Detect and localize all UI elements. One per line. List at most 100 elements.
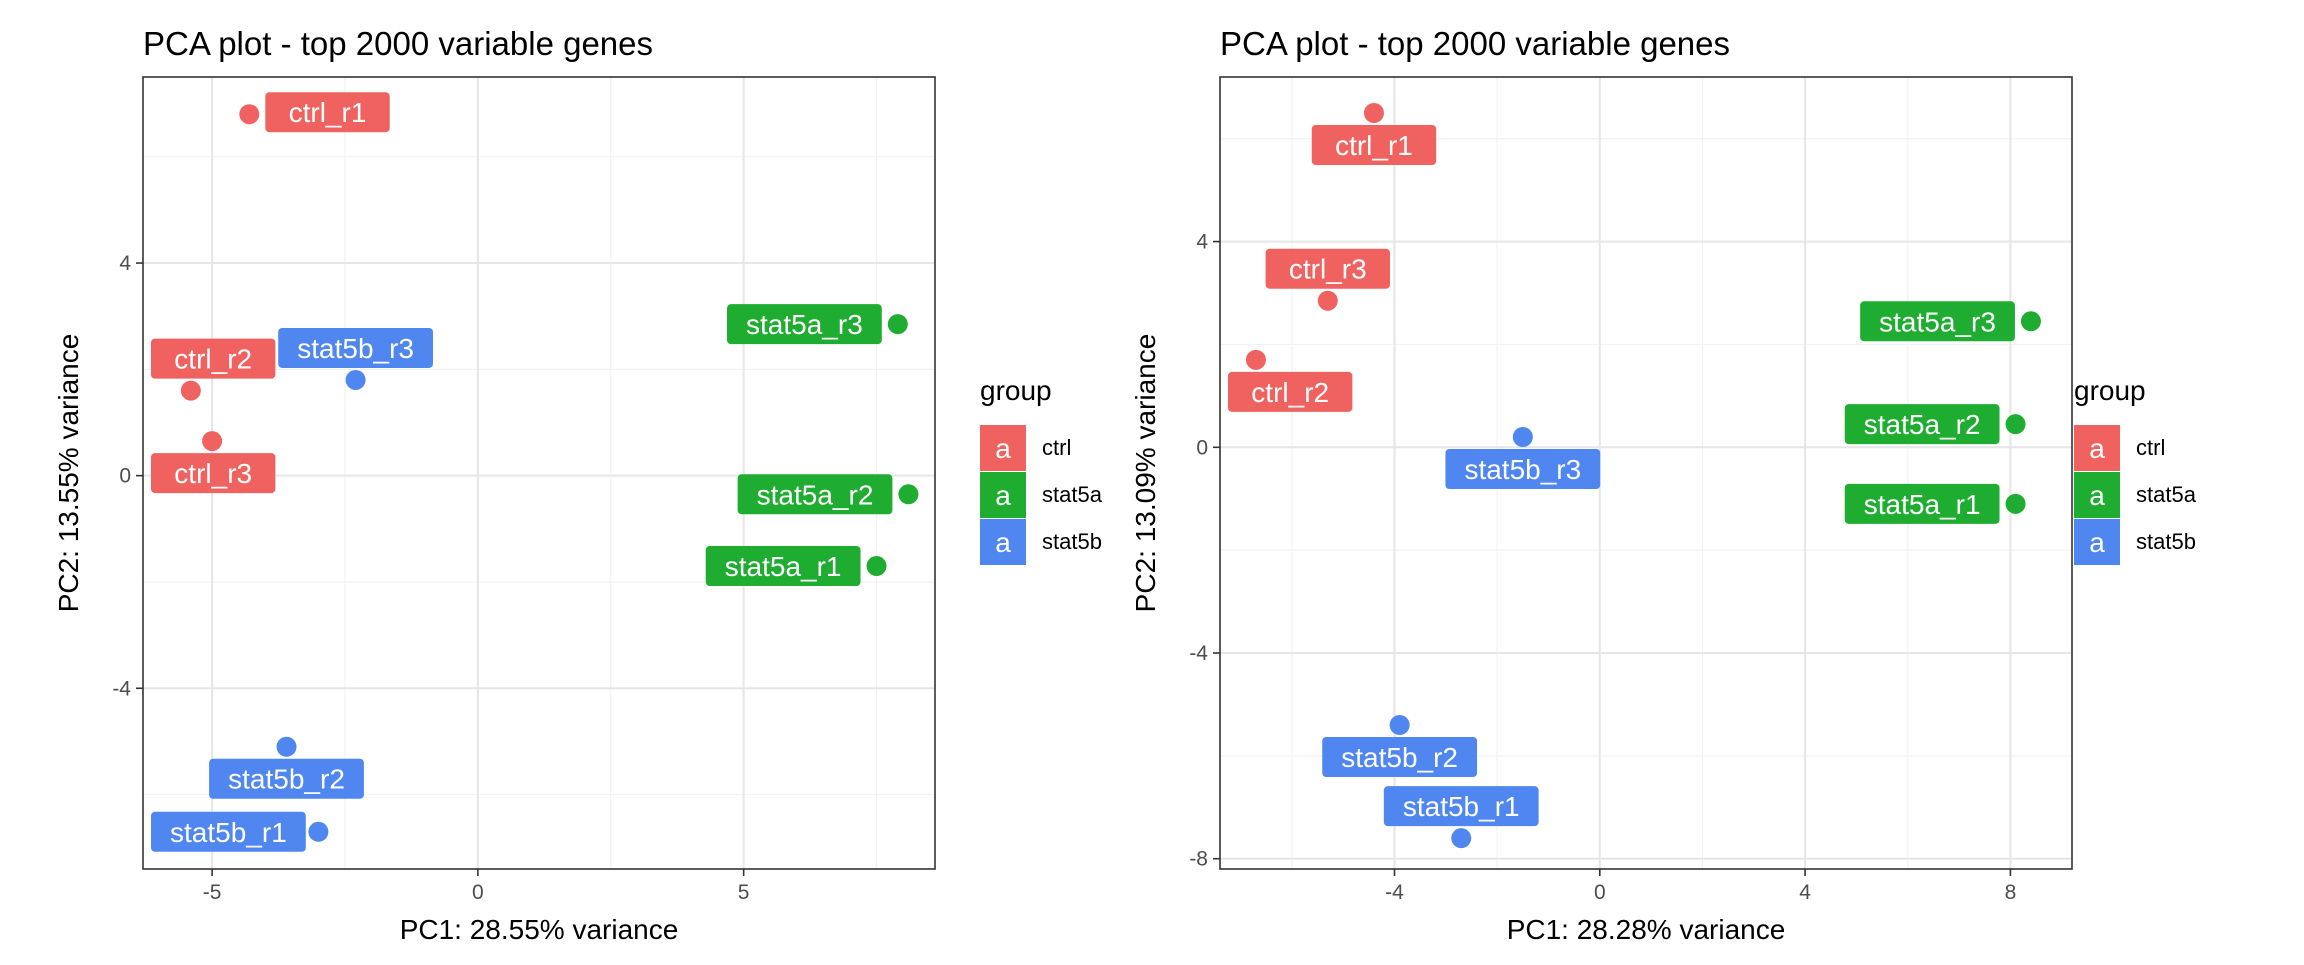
point-stat5b_r2 [1389,715,1410,735]
point-ctrl_r1 [1363,103,1384,123]
x-tick-label: 0 [1594,881,1606,904]
y-tick-label: -4 [112,677,131,700]
label-box-stat5a_r2 [1844,404,2000,445]
legend-title: group [980,375,1052,406]
x-tick-label: -5 [203,881,222,904]
label-box-stat5a_r2 [737,474,893,515]
point-label-ctrl_r3: ctrl_r3 [174,458,252,489]
x-tick-label: 5 [738,881,750,904]
x-tick-label: 8 [2005,881,2017,904]
legend-key-stat5b [2074,519,2120,565]
point-stat5b_r3 [345,369,366,390]
point-label-stat5a_r2: stat5a_r2 [1864,409,1981,440]
y-axis-label: PC2: 13.55% variance [53,334,84,613]
x-tick-label: -4 [1385,881,1404,904]
point-stat5b_r1 [308,821,329,842]
point-ctrl_r1 [239,104,260,125]
point-ctrl_r3 [202,431,223,452]
y-tick-label: 4 [1196,231,1208,254]
legend-key-ctrl [2074,425,2120,471]
point-stat5a_r1 [866,556,887,577]
label-box-ctrl_r1 [1311,125,1437,165]
y-tick-label: 0 [1196,436,1208,459]
y-tick-label: 4 [119,252,131,275]
point-ctrl_r2 [1245,349,1266,370]
y-tick-label: -4 [1189,642,1208,665]
point-label-stat5a_r2: stat5a_r2 [757,479,874,510]
legend-key-glyph: a [2089,480,2105,511]
x-axis-label: PC1: 28.55% variance [400,914,679,945]
y-axis-label: PC2: 13.09% variance [1130,334,1161,613]
label-box-stat5a_r1 [1844,483,2000,524]
label-box-stat5b_r3 [278,327,434,368]
legend-key-glyph: a [995,527,1011,558]
point-stat5a_r2 [2005,414,2026,435]
chart-title: PCA plot - top 2000 variable genes [143,25,653,62]
point-label-stat5a_r3: stat5a_r3 [746,309,863,340]
label-box-stat5a_r3 [1860,301,2015,342]
legend-key-glyph: a [995,480,1011,511]
panel-border [142,76,936,870]
pca-panel-1: -5 0 5 -4 0 4 PCA plot - top 2000 variable gen… [53,25,1103,945]
point-label-ctrl_r3: ctrl_r3 [1289,254,1367,285]
label-box-stat5b_r1 [1383,786,1539,827]
point-label-stat5b_r1: stat5b_r1 [1403,791,1520,822]
x-axis-label: PC1: 28.28% variance [1507,914,1786,945]
label-box-stat5a_r1 [705,546,861,587]
legend-key-glyph: a [2089,433,2105,464]
point-stat5b_r1 [1451,828,1472,849]
legend: group a ctrl a stat5a a stat5b [2074,375,2197,565]
legend-key-stat5a [2074,472,2120,518]
label-box-stat5b_r3 [1445,449,1601,489]
point-stat5b_r2 [276,736,297,757]
point-stat5b_r3 [1512,427,1533,447]
legend-label-stat5a: stat5a [2136,482,2197,507]
legend-label-stat5b: stat5b [1042,529,1102,554]
point-label-ctrl_r1: ctrl_r1 [289,97,367,128]
point-label-ctrl_r1: ctrl_r1 [1335,130,1413,161]
legend-label-ctrl: ctrl [1042,435,1071,460]
point-label-stat5b_r2: stat5b_r2 [1341,742,1458,773]
x-tick-label: 4 [1799,881,1811,904]
point-label-ctrl_r2: ctrl_r2 [1251,377,1329,408]
point-stat5a_r1 [2005,493,2026,514]
legend-key-glyph: a [2089,527,2105,558]
panel-border [1219,76,2073,870]
point-label-stat5b_r3: stat5b_r3 [1464,454,1581,485]
legend: group a ctrl a stat5a a stat5b [980,375,1103,565]
legend-key-glyph: a [995,433,1011,464]
point-ctrl_r2 [180,380,201,401]
label-box-stat5b_r2 [1322,737,1478,777]
legend-label-stat5a: stat5a [1042,482,1103,507]
point-stat5a_r2 [898,484,919,505]
point-label-stat5b_r2: stat5b_r2 [228,764,345,795]
chart-title: PCA plot - top 2000 variable genes [1220,25,1730,62]
point-label-stat5b_r3: stat5b_r3 [297,333,414,364]
label-box-ctrl_r2 [151,338,276,379]
legend-key-ctrl [980,425,1026,471]
point-ctrl_r3 [1317,290,1338,311]
label-box-stat5b_r2 [209,758,364,799]
legend-key-stat5b [980,519,1026,565]
point-stat5a_r3 [887,314,908,335]
label-box-stat5a_r3 [726,304,882,345]
label-box-ctrl_r3 [151,453,276,494]
y-tick-label: -8 [1189,848,1208,871]
point-label-stat5a_r1: stat5a_r1 [1864,489,1981,520]
legend-label-ctrl: ctrl [2136,435,2165,460]
point-label-stat5a_r1: stat5a_r1 [725,551,842,582]
point-label-stat5a_r3: stat5a_r3 [1879,306,1996,337]
legend-label-stat5b: stat5b [2136,529,2196,554]
label-box-stat5b_r1 [151,811,306,852]
pca-panel-2: -4 0 4 8 -8 -4 0 4 PCA plot - top 2000 variable … [1130,25,2197,945]
label-box-ctrl_r2 [1228,371,1353,412]
point-label-ctrl_r2: ctrl_r2 [174,344,252,375]
point-label-stat5b_r1: stat5b_r1 [170,817,287,848]
label-box-ctrl_r1 [265,92,390,133]
legend-key-stat5a [980,472,1026,518]
x-tick-label: 0 [472,881,484,904]
point-stat5a_r3 [2020,311,2041,332]
label-box-ctrl_r3 [1265,248,1390,289]
